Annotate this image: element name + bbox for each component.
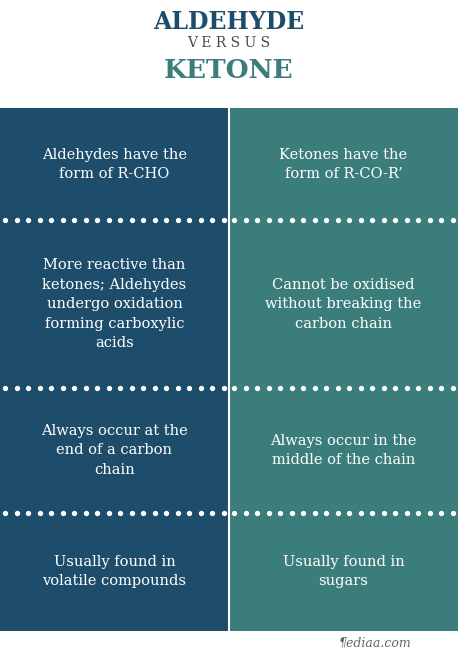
- Bar: [229, 388, 458, 512]
- Bar: [0, 388, 229, 512]
- Bar: [0, 512, 229, 631]
- Text: KETONE: KETONE: [164, 58, 294, 83]
- Bar: [229, 512, 458, 631]
- Text: ¶ediaa.com: ¶ediaa.com: [339, 636, 412, 649]
- Bar: [229, 220, 458, 388]
- Text: ALDEHYDE: ALDEHYDE: [153, 10, 305, 34]
- Bar: [229, 108, 458, 220]
- Bar: [0, 220, 229, 388]
- Text: Ketones have the
form of R-CO-R’: Ketones have the form of R-CO-R’: [279, 148, 408, 181]
- Text: Usually found in
volatile compounds: Usually found in volatile compounds: [43, 555, 186, 589]
- Text: More reactive than
ketones; Aldehydes
undergo oxidation
forming carboxylic
acids: More reactive than ketones; Aldehydes un…: [43, 258, 186, 350]
- Text: Aldehydes have the
form of R-CHO: Aldehydes have the form of R-CHO: [42, 148, 187, 181]
- Text: Usually found in
sugars: Usually found in sugars: [283, 555, 404, 589]
- Text: Always occur at the
end of a carbon
chain: Always occur at the end of a carbon chai…: [41, 424, 188, 477]
- Text: V E R S U S: V E R S U S: [187, 36, 271, 50]
- Text: Always occur in the
middle of the chain: Always occur in the middle of the chain: [270, 434, 417, 467]
- Bar: [0, 108, 229, 220]
- Text: Cannot be oxidised
without breaking the
carbon chain: Cannot be oxidised without breaking the …: [265, 278, 422, 330]
